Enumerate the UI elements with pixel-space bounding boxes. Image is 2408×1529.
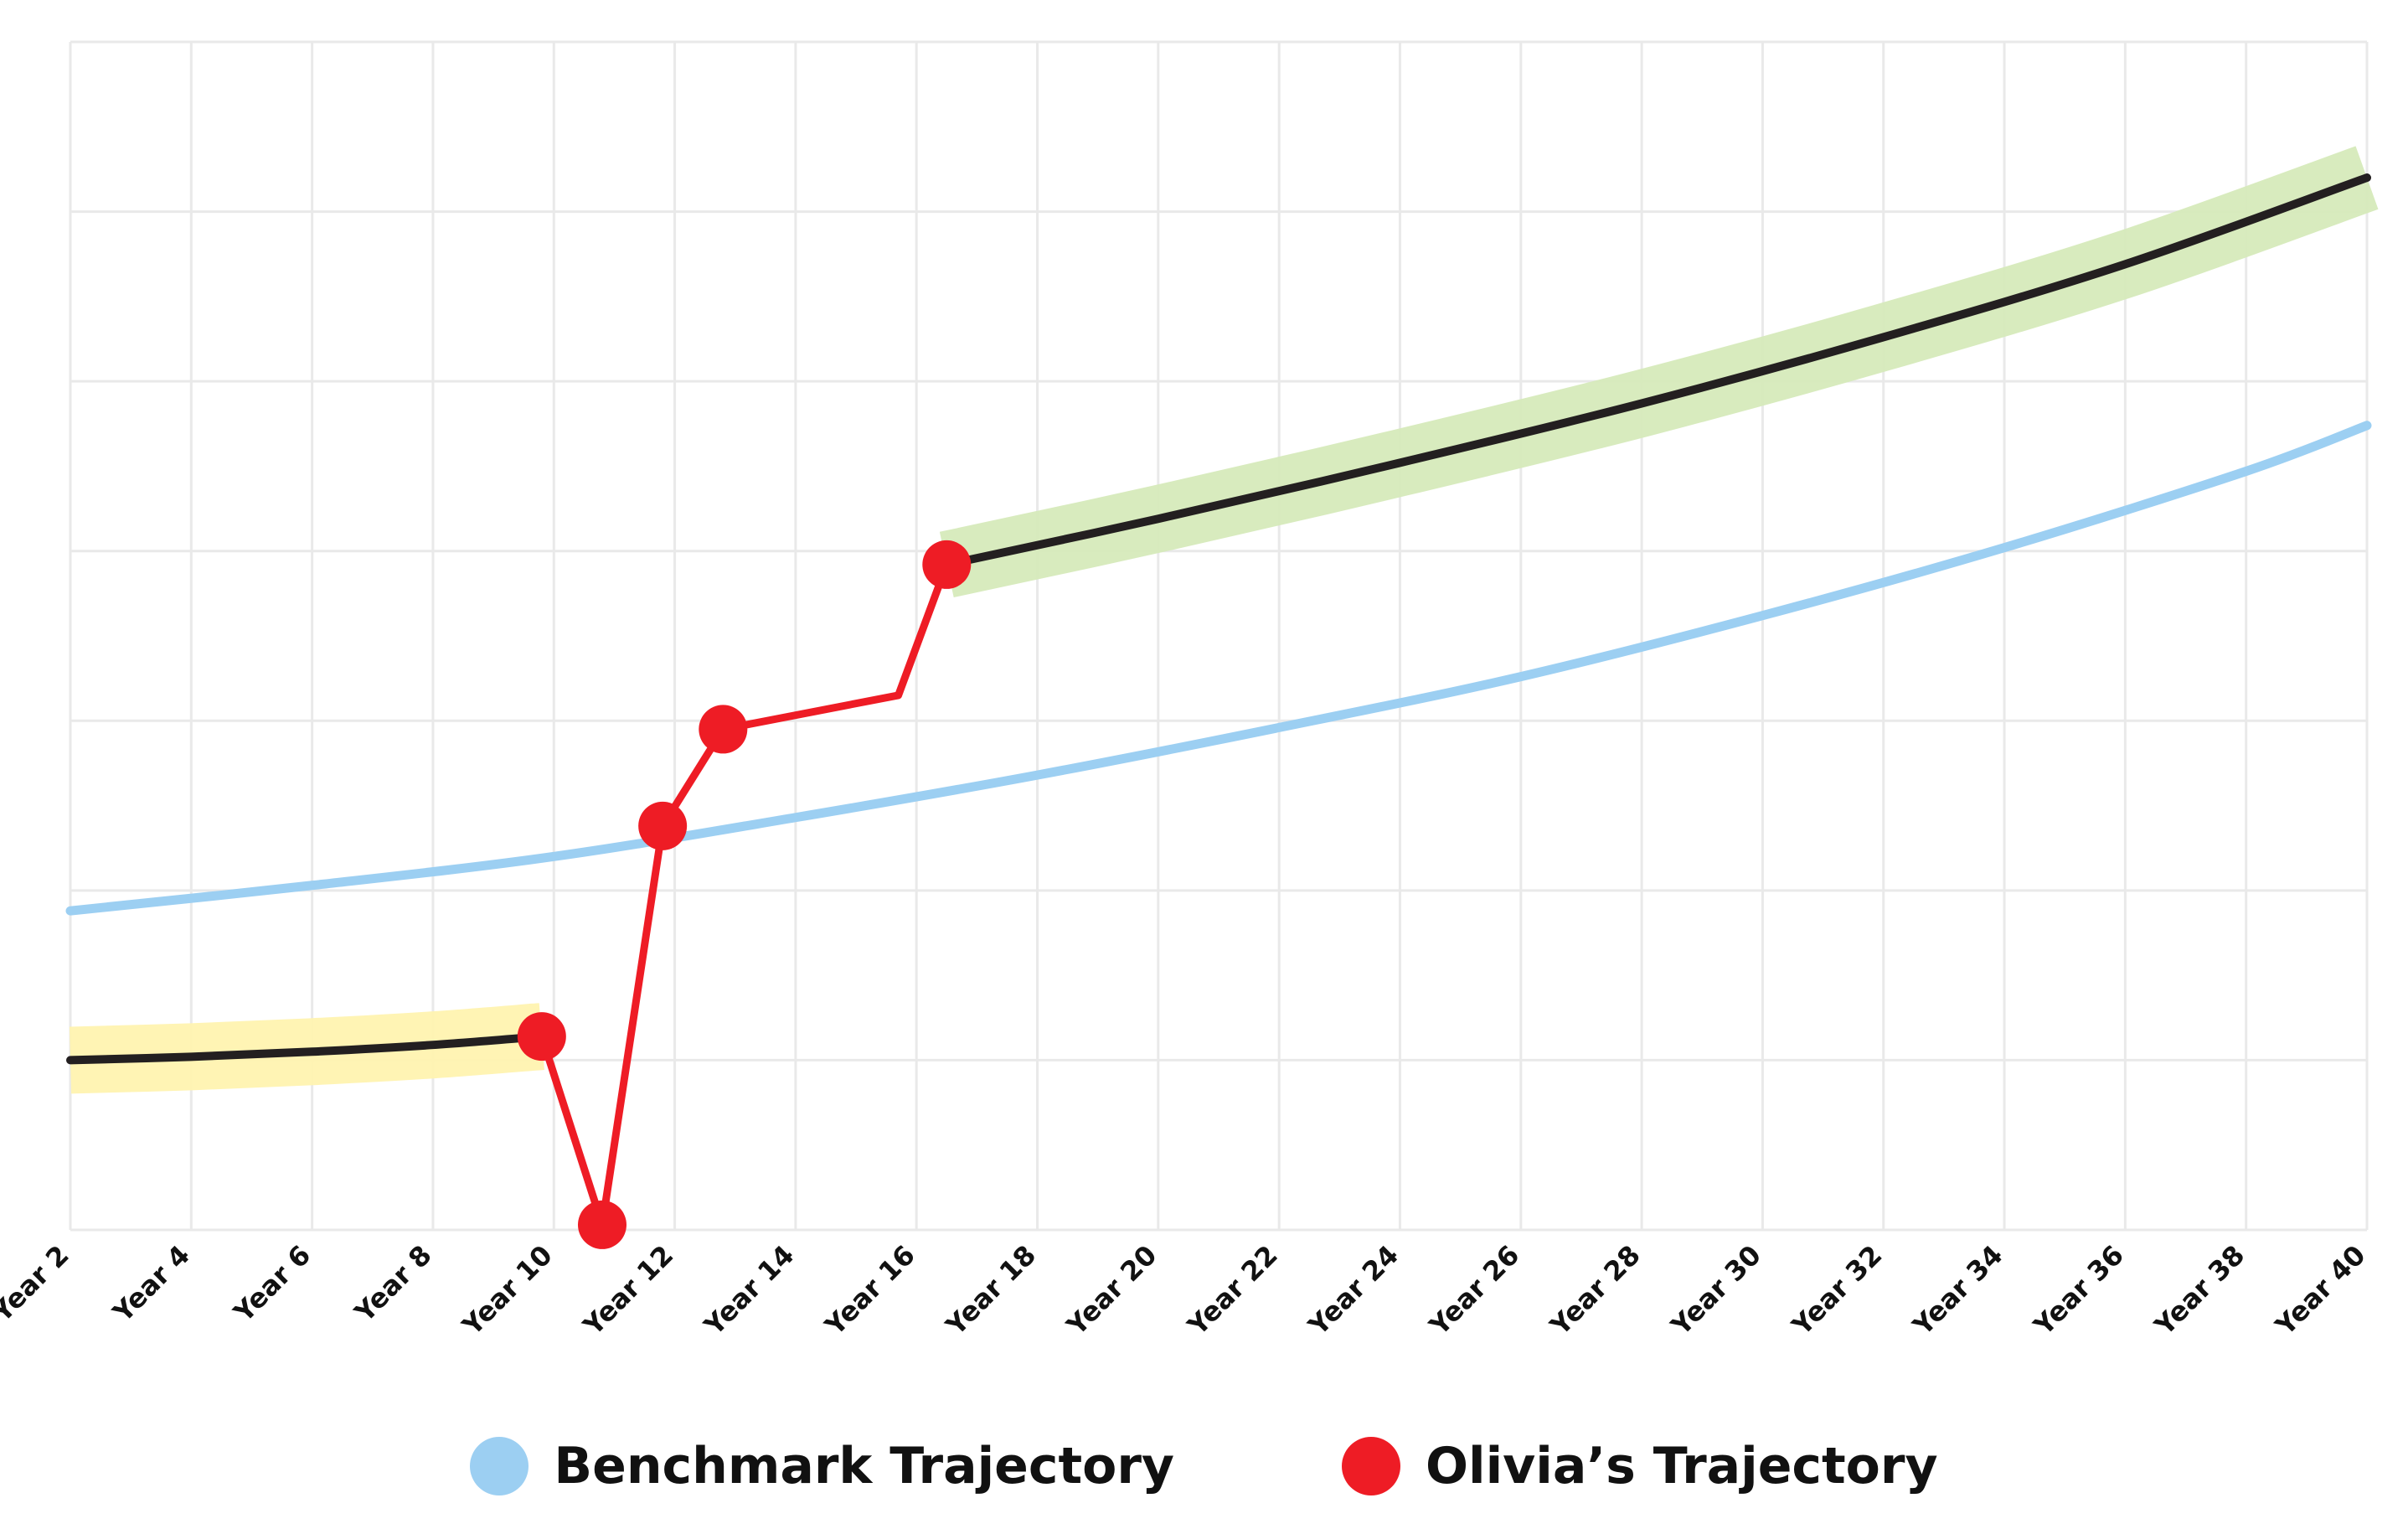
x-axis-ticks: Year 2 Year 4 Year 6 Year 8 Year 10 Year 12 Ye…: [0, 1239, 2372, 1342]
series-line-2: [66, 1032, 546, 1065]
x-tick-label: Year 38: [2148, 1239, 2251, 1342]
legend-item-olivia: Olivia’s Trajectory: [1342, 1437, 1938, 1495]
x-tick-label: Year 36: [2027, 1239, 2130, 1342]
legend-benchmark-label: Benchmark Trajectory: [554, 1437, 1175, 1495]
x-tick-label: Year 32: [1785, 1239, 1888, 1342]
series-markers: [517, 540, 972, 1249]
series-line-1: [538, 560, 951, 1229]
olivia-point: [517, 1012, 566, 1062]
x-tick-label: Year 6: [227, 1239, 317, 1329]
olivia-point: [699, 705, 748, 754]
x-tick-label: Year 30: [1664, 1239, 1767, 1342]
x-tick-label: Year 40: [2269, 1239, 2372, 1342]
olivia-point: [922, 540, 972, 589]
x-tick-label: Year 8: [348, 1239, 437, 1329]
x-tick-label: Year 16: [818, 1239, 921, 1342]
x-tick-label: Year 18: [939, 1239, 1042, 1342]
x-tick-label: Year 24: [1302, 1239, 1405, 1342]
legend-olivia-label: Olivia’s Trajectory: [1426, 1437, 1938, 1495]
x-tick-label: Year 10: [456, 1239, 559, 1342]
x-tick-label: Year 28: [1544, 1239, 1647, 1342]
x-tick-label: Year 4: [106, 1239, 196, 1329]
legend-item-benchmark: Benchmark Trajectory: [470, 1437, 1174, 1495]
x-tick-label: Year 34: [1906, 1239, 2009, 1342]
legend-benchmark-dot: [470, 1437, 529, 1495]
olivia-point: [577, 1200, 626, 1249]
x-tick-label: Year 12: [576, 1239, 679, 1342]
grid: [69, 40, 2369, 1232]
x-tick-label: Year 2: [0, 1239, 75, 1329]
x-tick-label: Year 22: [1181, 1239, 1284, 1342]
trend-band-3: [939, 146, 2379, 598]
olivia-point: [638, 801, 688, 850]
x-tick-label: Year 14: [698, 1239, 801, 1342]
x-tick-label: Year 26: [1422, 1239, 1525, 1342]
trend-bands: [69, 146, 2379, 1094]
legend-olivia-dot: [1342, 1437, 1401, 1495]
legend: Benchmark Trajectory Olivia’s Trajectory: [0, 1424, 2408, 1508]
series-line-0: [65, 421, 2372, 916]
series-line-3: [942, 173, 2371, 569]
x-tick-label: Year 20: [1060, 1239, 1163, 1342]
series-lines: [65, 173, 2372, 1229]
